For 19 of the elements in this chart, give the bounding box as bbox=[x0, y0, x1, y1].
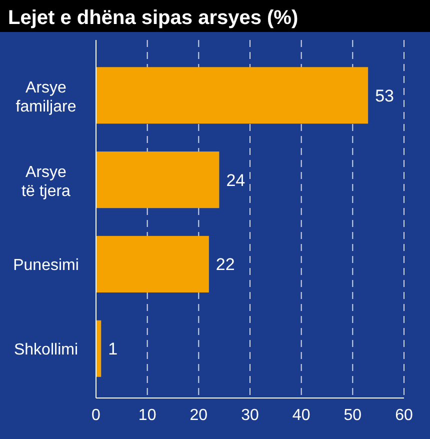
data-label: 1 bbox=[108, 340, 118, 359]
x-tick-label: 10 bbox=[138, 407, 156, 424]
data-label: 22 bbox=[216, 255, 235, 274]
y-tick-label: Arsye familjare bbox=[16, 79, 76, 116]
bar bbox=[96, 236, 209, 292]
data-label: 53 bbox=[375, 86, 394, 106]
chart-title: Lejet e dhëna sipas arsyes (%) bbox=[8, 7, 298, 29]
x-tick-label: 50 bbox=[344, 407, 362, 424]
x-tick-label: 30 bbox=[241, 407, 259, 424]
y-tick-label: Shkollimi bbox=[14, 342, 78, 359]
data-label: 24 bbox=[226, 170, 246, 190]
y-tick-label: Arsye të tjera bbox=[22, 164, 71, 200]
x-tick-label: 20 bbox=[190, 407, 208, 424]
y-tick-label: Punesimi bbox=[13, 257, 79, 274]
x-tick-label: 60 bbox=[395, 407, 413, 424]
bar bbox=[96, 152, 220, 208]
x-tick-label: 40 bbox=[292, 407, 310, 424]
x-tick-label: 0 bbox=[92, 407, 101, 424]
bar bbox=[96, 67, 368, 124]
